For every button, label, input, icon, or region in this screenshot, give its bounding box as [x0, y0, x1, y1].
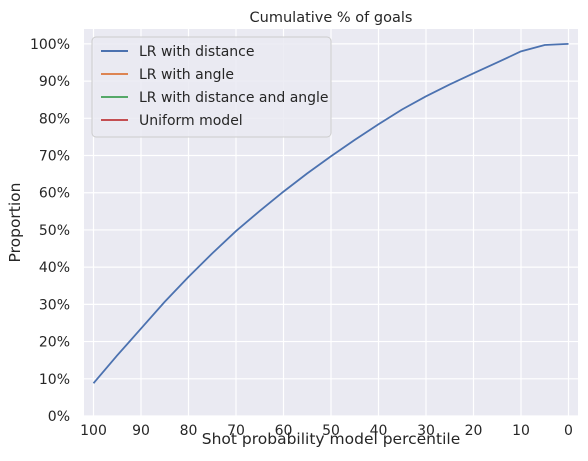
chart-title: Cumulative % of goals — [250, 10, 413, 26]
legend-label: Uniform model — [139, 113, 243, 129]
legend-box — [91, 36, 332, 138]
y-tick-label: 60% — [39, 186, 70, 202]
y-tick-label: 10% — [39, 372, 70, 388]
legend-label: LR with distance — [139, 44, 254, 60]
y-tick-label: 90% — [39, 74, 70, 90]
x-tick-label: 10 — [512, 423, 530, 439]
x-tick-label: 50 — [322, 423, 340, 439]
series-layer — [92, 42, 569, 384]
y-axis-label: Proportion — [6, 183, 24, 263]
y-tick-label: 40% — [39, 260, 70, 276]
y-tick-label: 100% — [30, 37, 70, 53]
y-tick-label: 30% — [39, 297, 70, 313]
x-tick-label: 40 — [370, 423, 388, 439]
x-tick-label: 80 — [180, 423, 198, 439]
x-tick-label: 0 — [564, 423, 573, 439]
y-tick-label: 80% — [39, 111, 70, 127]
y-tick-label: 0% — [48, 409, 70, 425]
tick-labels: 100 90 80 70 60 50 40 30 20 10 00%10%20%30%40%50%6… — [30, 37, 573, 439]
x-tick-label: 30 — [417, 423, 435, 439]
x-tick-label: 100 — [80, 423, 107, 439]
x-tick-label: 20 — [465, 423, 483, 439]
legend-label: LR with angle — [139, 67, 234, 83]
x-tick-label: 90 — [132, 423, 150, 439]
y-tick-label: 50% — [39, 223, 70, 239]
y-tick-label: 20% — [39, 335, 70, 351]
x-axis-label: Shot probability model percentile — [202, 430, 460, 448]
x-tick-label: 70 — [227, 423, 245, 439]
x-tick-label: 60 — [275, 423, 293, 439]
legend-label: LR with distance and angle — [139, 90, 329, 106]
series-line-0 — [92, 42, 569, 384]
legend: LR with distance LR with angle LR with dis… — [91, 36, 332, 138]
y-tick-label: 70% — [39, 149, 70, 165]
